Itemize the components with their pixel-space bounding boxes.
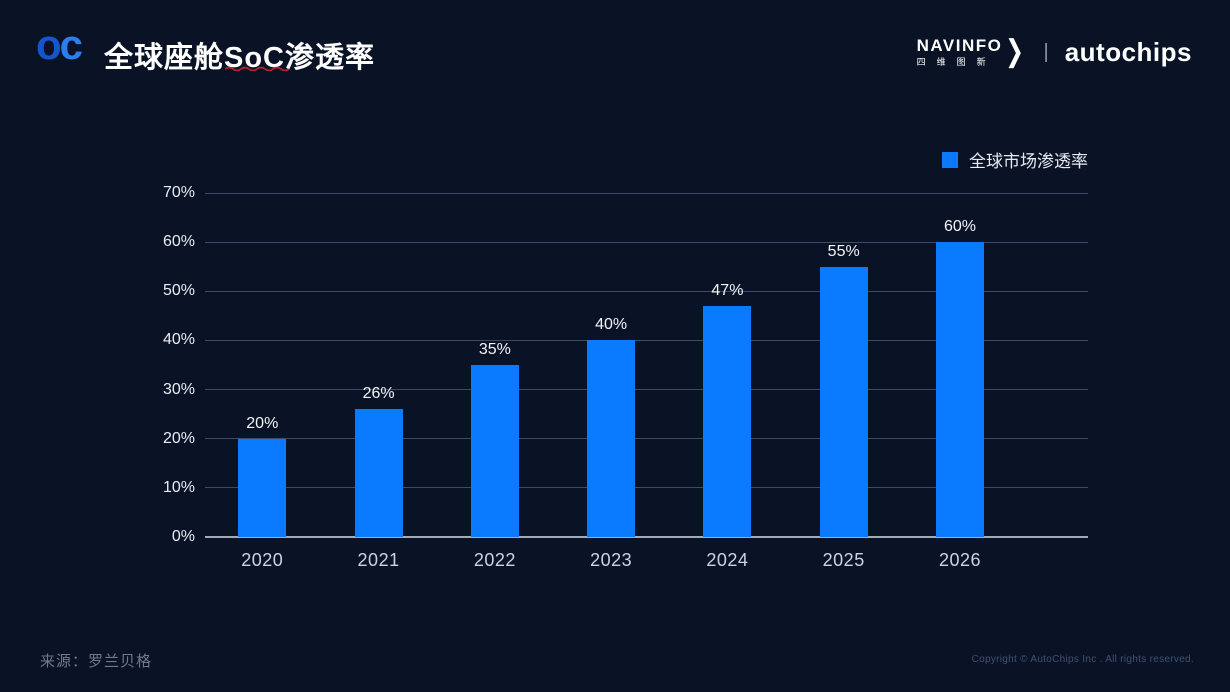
gridline [205, 487, 1088, 489]
gridline [205, 339, 1088, 341]
oc-logo: oc [36, 21, 83, 68]
x-axis-tick-label: 2024 [706, 550, 749, 570]
chart-legend: 全球市场渗透率 [942, 147, 1088, 172]
bar-2022 [470, 365, 519, 537]
y-axis-tick-label: 50% [162, 282, 195, 300]
bar-2023 [587, 340, 636, 537]
x-axis-line [205, 536, 1088, 538]
y-axis-tick-label: 30% [162, 380, 195, 398]
bar-2021 [354, 409, 403, 537]
bar-value-label: 20% [246, 414, 279, 432]
y-axis-tick-label: 10% [162, 478, 195, 496]
bar-value-label: 55% [827, 242, 860, 260]
brand-divider: | [1043, 40, 1049, 63]
gridline [205, 192, 1088, 194]
page-title: 全球座舱SoC渗透率 [104, 42, 376, 74]
navinfo-cn-text: 四维图新 [916, 56, 997, 67]
y-axis-tick-label: 70% [162, 184, 195, 201]
bar-value-label: 60% [943, 218, 976, 236]
navinfo-en-text: NAVINFO [916, 35, 1003, 55]
navinfo-logo: NAVINFO 四维图新 ❯ [917, 37, 1028, 68]
x-axis-tick-label: 2026 [938, 550, 981, 570]
oc-logo-o: o [36, 21, 62, 68]
gridline [205, 438, 1088, 440]
gridline [205, 389, 1088, 391]
legend-label: 全球市场渗透率 [969, 152, 1088, 171]
legend-swatch [942, 151, 958, 168]
source-note: 来源：罗兰贝格 [40, 653, 153, 670]
y-axis-tick-label: 0% [171, 528, 195, 545]
bar-2026 [935, 242, 984, 537]
bar-value-label: 35% [478, 341, 511, 358]
x-axis-tick-label: 2022 [473, 550, 516, 570]
autochips-logo: autochips [1064, 36, 1192, 67]
bar-2025 [819, 266, 868, 537]
gridline [205, 241, 1088, 243]
gridline [205, 290, 1088, 292]
spellcheck-underline [225, 66, 289, 71]
brand-logos: NAVINFO 四维图新 ❯ | autochips [917, 30, 1192, 74]
x-axis-tick-label: 2025 [822, 550, 865, 570]
bar-chart: 0% 10% 20% 30% 40% 50% 60% 70% 20% 2020 26% 2021 35%… [163, 184, 1088, 570]
navinfo-wordmark: NAVINFO 四维图新 [917, 37, 1003, 68]
y-axis-tick-label: 40% [162, 331, 195, 349]
bar-value-label: 40% [595, 316, 628, 334]
bar-2024 [703, 306, 752, 537]
y-axis-tick-label: 60% [162, 233, 195, 251]
x-axis-tick-label: 2020 [241, 550, 284, 570]
bar-value-label: 47% [711, 282, 744, 300]
navinfo-chevron-icon: ❯ [1005, 35, 1025, 68]
oc-logo-c: c [59, 21, 83, 68]
copyright-text: Copyright © AutoChips Inc . All rights r… [971, 654, 1194, 665]
bar-value-label: 26% [362, 385, 395, 403]
bar-2020 [238, 438, 287, 537]
y-axis-tick-label: 20% [162, 429, 195, 447]
x-axis-tick-label: 2023 [590, 550, 633, 570]
x-axis-tick-label: 2021 [357, 550, 400, 570]
